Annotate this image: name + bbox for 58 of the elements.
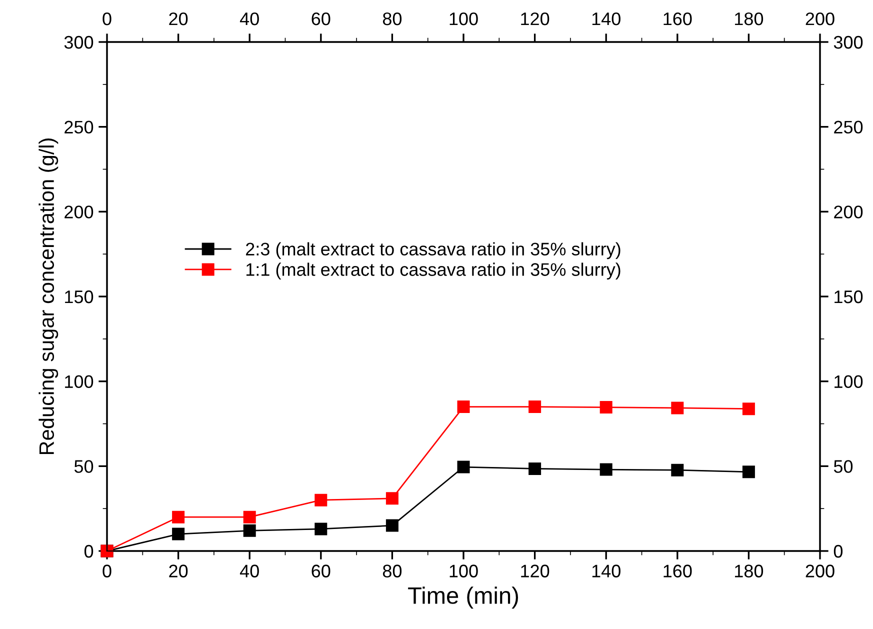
point [600,401,612,414]
y-tick-label: 250 [64,120,94,134]
point [172,510,185,524]
y-tick-label: 150 [65,290,94,304]
x-tick-label: 60 [312,564,330,578]
x2-tick-label: 160 [664,12,692,26]
point [742,466,755,478]
point [386,519,398,532]
y2-tick-label: 300 [834,36,863,49]
x-tick-label: 120 [521,564,550,578]
y2-tick-label: 200 [834,206,863,218]
point [600,463,612,476]
y2-tick-label: 0 [834,544,843,558]
point [386,492,398,505]
point [243,510,256,524]
point [172,528,185,540]
x-tick-label: 0 [102,564,112,578]
y-tick-label: 300 [64,36,94,49]
x-axis-title: Time (min) [408,586,518,609]
x-tick-label: 180 [735,564,764,578]
y-tick-label: 0 [84,544,94,558]
point [671,402,684,414]
x2-tick-label: 140 [592,12,620,26]
y-axis-title: Reducing sugar concentration (g/l) [38,138,58,454]
point [314,522,328,536]
point [457,460,470,474]
legend-label: 2:3 (malt extract to cassava ratio in 35% slurry) [246,242,620,260]
x-tick-label: 40 [240,564,259,578]
x2-tick-label: 200 [806,12,834,26]
y2-tick-label: 100 [834,375,863,388]
x2-tick-label: 60 [312,12,330,26]
point [528,462,542,475]
x-tick-label: 20 [169,564,188,578]
point [742,402,755,416]
x-tick-label: 140 [592,564,620,578]
x2-tick-label: 0 [102,12,112,26]
legend-label: 1:1 (malt extract to cassava ratio in 35% slurry) [246,262,620,280]
point [314,494,328,506]
y-tick-label: 50 [74,460,94,473]
y-tick-label: 200 [64,206,94,218]
x-tick-label: 160 [664,564,692,578]
y2-tick-label: 250 [834,120,863,134]
point [457,400,470,414]
x2-tick-label: 40 [240,12,259,26]
y-tick-label: 100 [65,375,94,388]
y2-tick-label: 50 [834,460,853,473]
x2-tick-label: 20 [169,12,188,26]
x2-tick-label: 80 [382,12,402,26]
x2-tick-label: 180 [735,12,764,26]
x2-tick-label: 120 [521,12,550,26]
x-tick-label: 200 [806,564,834,578]
x2-tick-label: 100 [450,12,478,26]
x-tick-label: 100 [450,564,478,578]
point [243,524,256,537]
point [671,464,684,476]
y2-tick-label: 150 [834,290,863,304]
point [528,400,542,414]
x-tick-label: 80 [382,564,402,578]
